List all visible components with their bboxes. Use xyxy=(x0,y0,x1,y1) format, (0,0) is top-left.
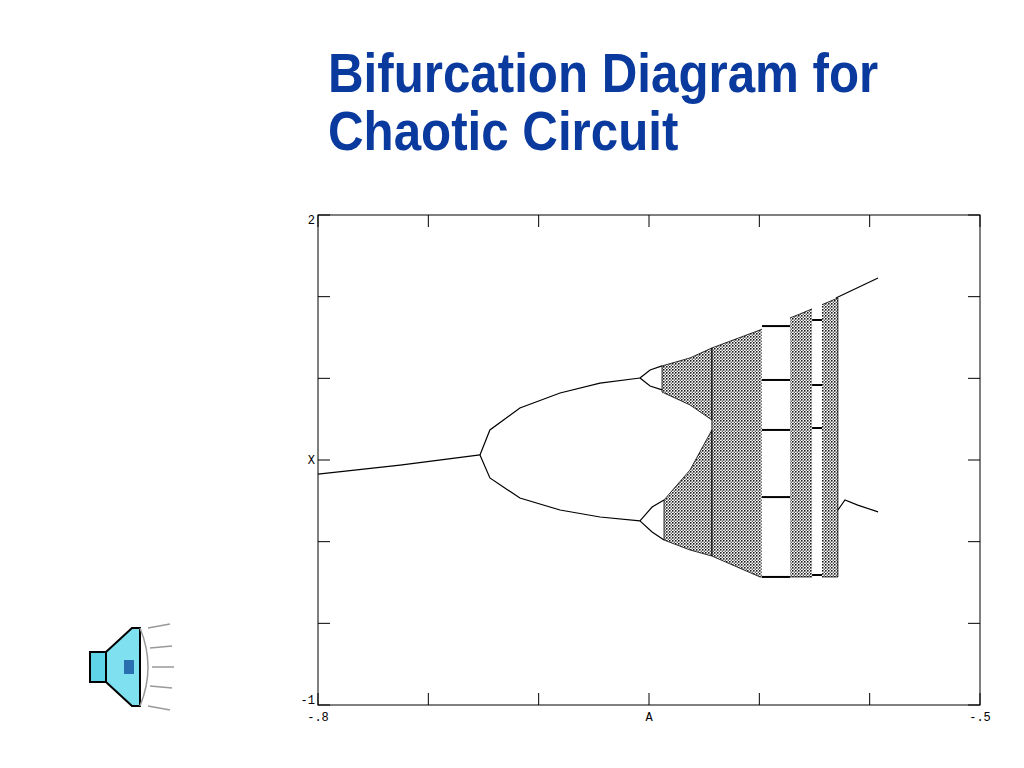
x-tick xyxy=(759,215,760,227)
branch xyxy=(318,455,480,474)
window-orbit xyxy=(762,576,790,578)
plot-frame xyxy=(318,215,980,705)
x-tick xyxy=(428,215,429,227)
x-axis-label: A xyxy=(645,711,653,725)
x-tick xyxy=(980,215,981,227)
x-tick xyxy=(538,693,539,705)
window-orbit xyxy=(812,427,822,429)
sound-wave xyxy=(150,686,172,688)
x-tick-label: -.5 xyxy=(969,711,991,725)
window-orbit xyxy=(812,319,822,321)
plot-marks xyxy=(318,215,878,705)
sound-wave xyxy=(140,628,148,706)
window-orbit xyxy=(762,496,790,498)
slide: Bifurcation Diagram forChaotic Circuit -.… xyxy=(0,0,1024,768)
x-tick xyxy=(649,215,650,227)
window-orbit xyxy=(762,379,790,381)
y-tick xyxy=(318,378,330,379)
x-tick xyxy=(869,693,870,705)
branch xyxy=(836,278,878,298)
y-tick-label: -1 xyxy=(301,694,315,708)
sound-wave xyxy=(150,646,172,648)
title: Bifurcation Diagram for xyxy=(328,41,878,104)
periodic-window xyxy=(812,215,822,705)
y-tick-label: 2 xyxy=(308,214,315,228)
x-tick xyxy=(649,693,650,705)
y-tick xyxy=(968,541,980,542)
speaker-icon xyxy=(90,624,174,710)
y-tick xyxy=(318,296,330,297)
speaker-box xyxy=(90,652,106,682)
speaker-cone xyxy=(106,628,140,706)
y-tick xyxy=(318,705,330,706)
y-tick xyxy=(318,460,330,461)
window-orbit xyxy=(812,574,822,576)
y-tick xyxy=(318,623,330,624)
title: Chaotic Circuit xyxy=(328,99,678,162)
sound-wave xyxy=(148,624,170,628)
x-tick xyxy=(869,215,870,227)
branch xyxy=(480,378,640,455)
window-orbit xyxy=(762,325,790,327)
y-tick xyxy=(968,378,980,379)
y-tick xyxy=(318,215,330,216)
x-tick xyxy=(318,693,319,705)
branch xyxy=(640,366,662,378)
sound-wave xyxy=(148,706,170,710)
branch xyxy=(640,521,664,540)
x-tick xyxy=(759,693,760,705)
y-tick xyxy=(968,296,980,297)
window-orbit xyxy=(812,384,822,386)
y-tick xyxy=(318,541,330,542)
branch xyxy=(640,378,662,390)
x-tick xyxy=(980,693,981,705)
chaotic-band xyxy=(662,348,712,420)
x-tick xyxy=(428,693,429,705)
y-axis-label: X xyxy=(308,454,315,468)
sound-wave xyxy=(152,666,174,668)
x-tick xyxy=(538,215,539,227)
chaotic-band xyxy=(664,430,712,556)
window-orbit xyxy=(762,429,790,431)
y-tick xyxy=(968,215,980,216)
branch xyxy=(838,500,878,512)
speaker-center xyxy=(124,660,134,674)
y-tick xyxy=(968,623,980,624)
x-tick xyxy=(318,215,319,227)
periodic-window xyxy=(762,215,790,705)
y-tick xyxy=(968,460,980,461)
y-tick xyxy=(968,705,980,706)
branch xyxy=(640,500,664,521)
branch xyxy=(480,455,640,521)
x-tick-label: -.8 xyxy=(307,711,329,725)
